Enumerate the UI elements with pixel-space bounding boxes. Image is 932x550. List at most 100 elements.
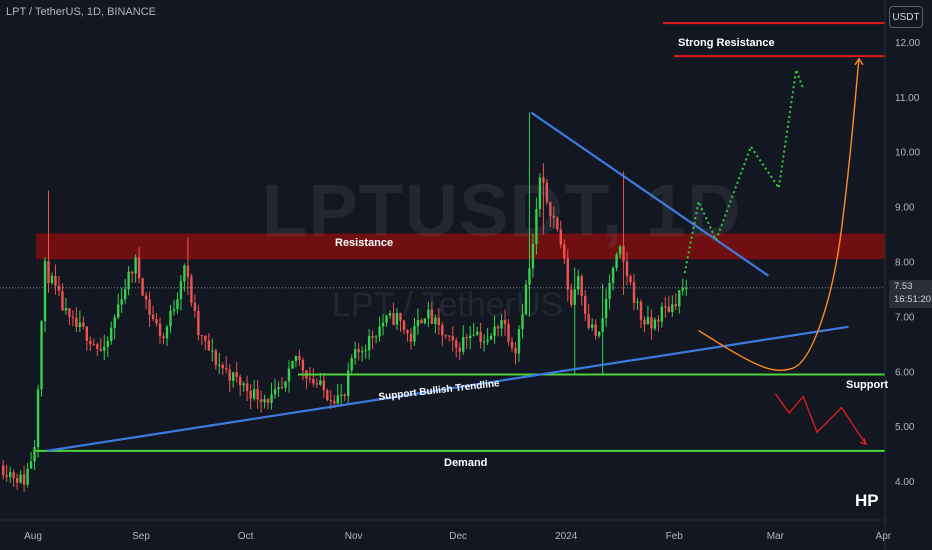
candle-body (608, 282, 611, 299)
candle-body (113, 317, 116, 328)
candle-body (347, 370, 350, 397)
candle-body (653, 319, 657, 329)
candle-body (441, 325, 444, 336)
candle-body (29, 461, 33, 469)
candle-body (528, 268, 531, 285)
last-price-value: 7.53 (894, 281, 913, 292)
candle-body (615, 254, 618, 269)
candle-body (172, 309, 176, 311)
candle-body (507, 323, 510, 342)
candle-body (329, 399, 332, 401)
candle-body (392, 313, 395, 325)
candle-body (36, 389, 40, 448)
candle-body (89, 340, 92, 345)
candle-body (85, 326, 89, 341)
candle-body (465, 336, 468, 339)
candle-body (496, 326, 500, 329)
candle-body (378, 326, 381, 337)
candle-body (151, 314, 155, 320)
last-price-tag: 7.53 16:51:20 (889, 280, 932, 308)
candle-body (315, 383, 319, 385)
candle-body (245, 383, 249, 391)
descending-trendline (530, 111, 769, 277)
candle-body (2, 465, 5, 476)
candle-body (232, 372, 235, 381)
candle-body (270, 394, 273, 403)
candle-body (64, 308, 68, 311)
candle-body (242, 383, 245, 386)
candle-body (197, 310, 200, 336)
candle-body (68, 308, 71, 317)
candle-body (489, 335, 493, 340)
currency-button[interactable]: USDT (889, 6, 923, 28)
candle-body (141, 278, 144, 296)
price-axis-tick-label: 6.00 (895, 367, 915, 378)
candle-body (287, 368, 291, 382)
zones-layer (36, 233, 885, 260)
time-axis-tick-label: Feb (666, 531, 684, 542)
candle-body (517, 329, 521, 354)
price-axis-tick-label: 10.00 (895, 148, 920, 159)
candle-body (671, 304, 674, 313)
candle-body (629, 276, 632, 283)
time-axis-tick-label: Apr (876, 531, 892, 542)
candle-body (96, 344, 99, 349)
candle-body (587, 314, 590, 328)
candle-body (458, 347, 461, 352)
price-axis-tick-label: 12.00 (895, 38, 920, 49)
candle-body (186, 265, 190, 277)
candle-body (155, 319, 158, 324)
candle-body (402, 320, 406, 331)
candle-body (5, 475, 8, 478)
candle-body (625, 261, 629, 277)
candle-body (117, 304, 120, 318)
candle-body (179, 281, 183, 300)
price-axis-tick-label: 7.00 (895, 312, 915, 323)
price-axis-tick-label: 9.00 (895, 203, 915, 214)
candle-body (468, 335, 472, 339)
candle-body (40, 321, 43, 390)
candle-body (343, 394, 346, 397)
author-logo: HP (855, 491, 879, 510)
strong-resistance-label: Strong Resistance (678, 37, 775, 49)
candle-body (367, 335, 371, 351)
candle-body (273, 389, 277, 395)
candle-body (531, 243, 535, 269)
candle-body (99, 348, 102, 351)
candle-body (549, 202, 552, 216)
candle-body (225, 368, 228, 370)
symbol-info-legend[interactable]: LPT / TetherUS, 1D, BINANCE (6, 6, 156, 18)
candle-body (301, 359, 305, 371)
candle-body (570, 289, 573, 305)
candle-body (103, 346, 106, 351)
candle-body (521, 314, 524, 330)
support-bullish-trendline (46, 325, 849, 452)
candle-body (636, 301, 639, 303)
candle-body (632, 282, 636, 303)
candle-body (388, 313, 392, 316)
candle-body (61, 290, 64, 311)
price-axis-tick-label: 11.00 (895, 93, 920, 104)
candle-body (256, 389, 259, 400)
candle-body (420, 320, 423, 324)
recovery-curve-arrowhead (854, 57, 864, 66)
bearish-projection-arrowhead (859, 438, 867, 446)
price-axis-tick-label: 5.00 (895, 422, 915, 433)
candle-body (685, 287, 688, 289)
candle-body (646, 317, 650, 325)
candle-body (500, 319, 503, 329)
candle-body (298, 355, 301, 360)
time-axis-tick-label: Dec (449, 531, 467, 542)
candle-body (123, 289, 127, 300)
candle-body (552, 215, 556, 218)
candle-body (211, 350, 214, 352)
candle-body (12, 472, 15, 479)
candle-body (399, 312, 402, 321)
bearish-projection-path (774, 393, 867, 445)
time-axis-tick-label: Oct (238, 531, 254, 542)
candle-body (162, 336, 165, 339)
candle-body (657, 319, 660, 322)
candle-body (524, 284, 528, 315)
